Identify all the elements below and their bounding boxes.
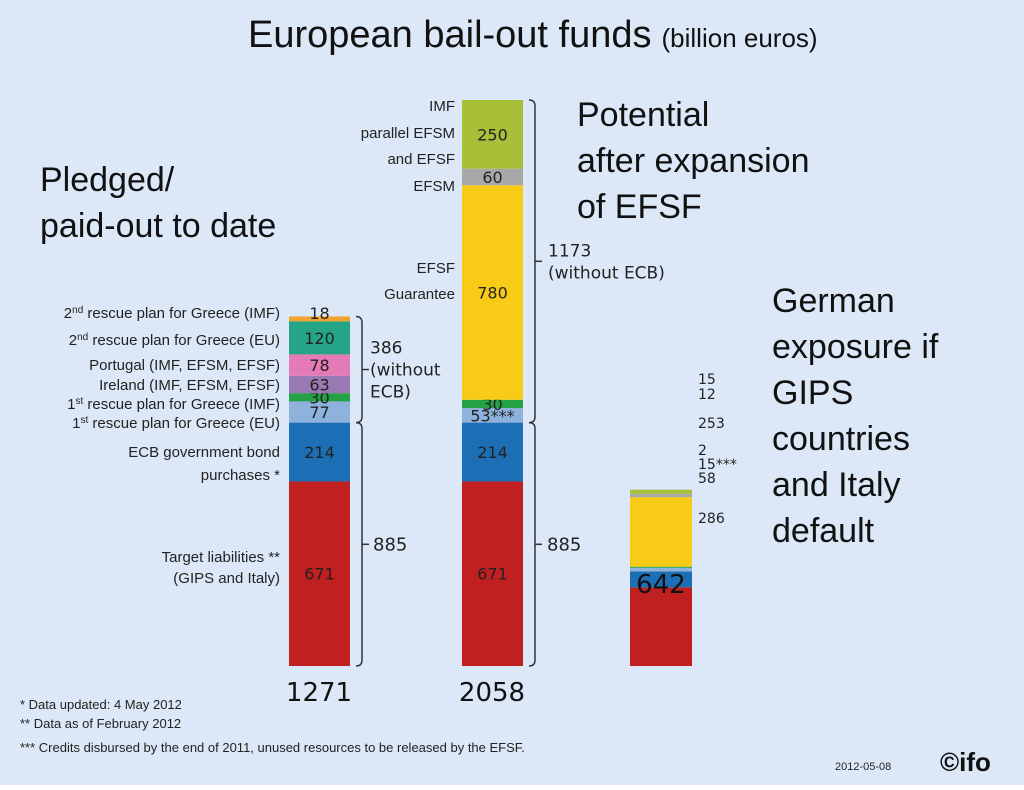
- bar-segment: [289, 316, 350, 322]
- bracket-label: ECB): [370, 383, 411, 403]
- segment-label-target-liabilities-2: (GIPS and Italy): [173, 570, 280, 587]
- segment-value-label: 2: [698, 443, 707, 459]
- bar-segment: [630, 497, 692, 567]
- segment-value-label: 18: [309, 304, 329, 323]
- segment-label: EFSM: [413, 178, 455, 195]
- total-potential: 2058: [459, 678, 525, 708]
- total-german-exposure: 642: [636, 570, 686, 600]
- segment-label: 2nd rescue plan for Greece (IMF): [64, 305, 280, 322]
- heading-german-line-4: countries: [772, 420, 910, 458]
- bar-segment: [462, 399, 523, 409]
- heading-potential-line-3: of EFSF: [577, 188, 702, 226]
- chart-title: European bail-out funds (billion euros): [248, 14, 818, 56]
- date-stamp: 2012-05-08: [835, 761, 891, 773]
- chart-title-unit: (billion euros): [662, 23, 818, 53]
- bar-segment: [462, 100, 523, 169]
- segment-value-label: 286: [698, 511, 725, 527]
- footnote-1: * Data updated: 4 May 2012: [20, 697, 182, 712]
- segment-label-ecb-purchases-2: purchases *: [201, 467, 280, 484]
- total-pledged: 1271: [286, 678, 352, 708]
- bracket-label: (without: [370, 361, 441, 381]
- segment-value-label: 15: [698, 372, 716, 388]
- segment-label: Ireland (IMF, EFSM, EFSF): [99, 377, 280, 394]
- bar-segment: [462, 481, 523, 666]
- footnote-2: ** Data as of February 2012: [20, 716, 181, 731]
- bar-segment: [289, 354, 350, 376]
- bar-segment: [462, 422, 523, 482]
- segment-labels-pledged-upper: 1st rescue plan for Greece (EU) 1st rescu…: [64, 305, 280, 432]
- heading-german-line-6: default: [772, 512, 875, 550]
- ifo-logo: ©ifo: [940, 747, 991, 777]
- bar-segment: [462, 168, 523, 186]
- bar-segment: [289, 321, 350, 355]
- segment-label: EFSF: [417, 260, 455, 277]
- bar-segment: [630, 566, 692, 568]
- segment-label: parallel EFSM: [361, 125, 455, 142]
- segment-labels-pledged: Target liabilities ** (GIPS and Italy) E…: [128, 444, 280, 587]
- segment-value-label: 250: [477, 125, 508, 144]
- segment-value-label: 671: [477, 565, 508, 584]
- heading-pledged-line-2: paid-out to date: [40, 207, 276, 245]
- segment-value-label: 12: [698, 387, 716, 403]
- bracket-label: (without ECB): [548, 263, 665, 283]
- heading-potential-line-1: Potential: [577, 96, 709, 134]
- footnote-3: *** Credits disbursed by the end of 2011…: [20, 740, 525, 755]
- segment-label: 2nd rescue plan for Greece (EU): [69, 332, 280, 349]
- heading-potential-line-2: after expansion: [577, 142, 810, 180]
- bracket-label: 386: [370, 339, 402, 359]
- bracket-label: 885: [547, 534, 581, 555]
- segment-value-label: 780: [477, 284, 508, 303]
- bar-segment: [289, 401, 350, 423]
- segment-value-label: 15***: [698, 457, 737, 473]
- bracket-label: 885: [373, 534, 407, 555]
- bar-segment: [630, 489, 692, 494]
- bracket-label: 1173: [548, 241, 591, 261]
- heading-german-line-1: German: [772, 282, 895, 320]
- bar-segment: [462, 408, 523, 423]
- segment-value-label: 77: [309, 403, 329, 422]
- bar-segment: [289, 422, 350, 482]
- heading-german-line-3: GIPS: [772, 374, 853, 412]
- segment-value-label: 120: [304, 329, 335, 348]
- segment-value-label: 60: [482, 168, 502, 187]
- segment-value-label: 214: [477, 443, 508, 462]
- bar-segment: [289, 375, 350, 394]
- segment-label-target-liabilities: Target liabilities **: [162, 549, 281, 566]
- segment-value-label: 671: [304, 565, 335, 584]
- segment-label: Portugal (IMF, EFSM, EFSF): [89, 357, 280, 374]
- segment-value-label: 58: [698, 471, 716, 487]
- segment-value-label: 214: [304, 443, 335, 462]
- segment-value-label: 78: [309, 356, 329, 375]
- bar-segment: [462, 185, 523, 400]
- segment-value-label: 53***: [470, 407, 514, 426]
- segment-label: and EFSF: [387, 151, 455, 168]
- segment-label: 1st rescue plan for Greece (EU): [72, 415, 280, 432]
- heading-pledged-line-1: Pledged/: [40, 161, 175, 199]
- segment-labels-potential: IMF parallel EFSM and EFSF EFSM EFSF Guarante…: [361, 98, 455, 303]
- segment-label-ecb-purchases: ECB government bond: [128, 444, 280, 461]
- bar-segment: [630, 587, 692, 666]
- bar-segment: [289, 481, 350, 666]
- bar-segment: [630, 567, 692, 572]
- segment-value-label: 63: [309, 376, 329, 395]
- bar-segment: [289, 393, 350, 402]
- bar-segment: [630, 493, 692, 498]
- heading-german-line-5: and Italy: [772, 466, 901, 504]
- segment-label: 1st rescue plan for Greece (IMF): [67, 396, 280, 413]
- heading-german-line-2: exposure if: [772, 328, 939, 366]
- segment-value-label: 253: [698, 416, 725, 432]
- chart-title-main: European bail-out funds: [248, 14, 652, 56]
- bar-segment: [630, 571, 692, 588]
- segment-label: IMF: [429, 98, 455, 115]
- segment-label: Guarantee: [384, 286, 455, 303]
